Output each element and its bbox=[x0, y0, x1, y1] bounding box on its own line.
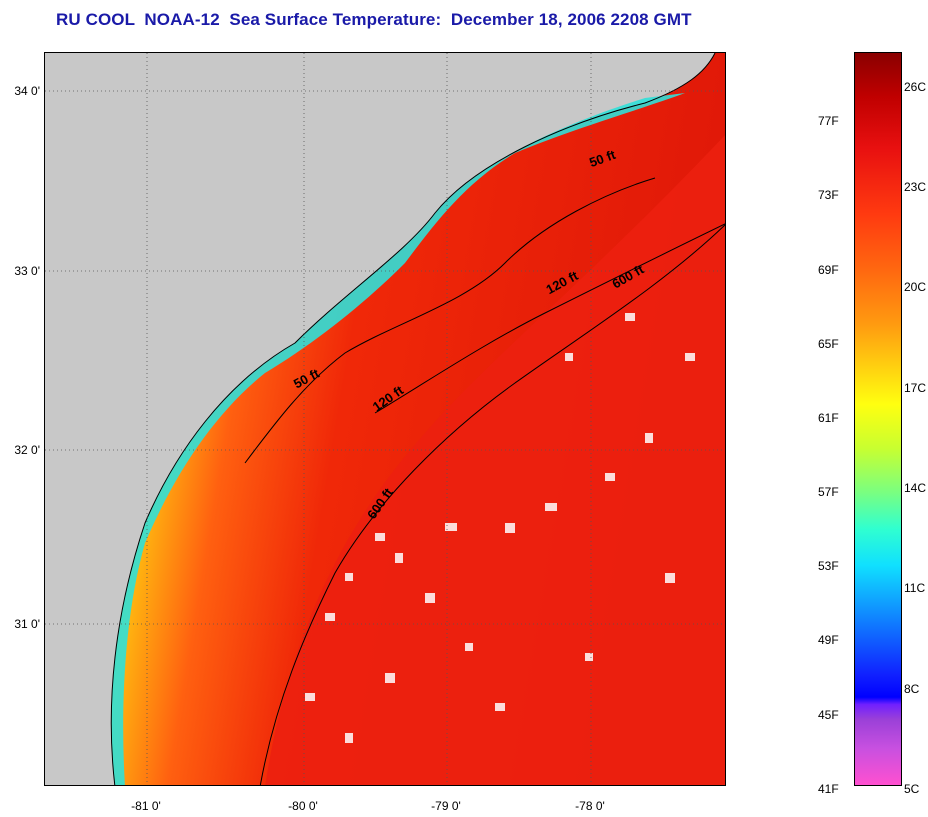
lon-label: -79 0' bbox=[431, 799, 461, 813]
grid-lines bbox=[45, 53, 725, 785]
colorbar-f-label: 65F bbox=[818, 337, 839, 351]
colorbar-c-label: 11C bbox=[904, 581, 926, 595]
lon-label: -80 0' bbox=[288, 799, 318, 813]
sst-map[interactable]: 50 ft 120 ft 600 ft 50 ft 120 ft 600 ft bbox=[44, 52, 726, 786]
colorbar-c-label: 20C bbox=[904, 280, 927, 294]
colorbar-c-label: 17C bbox=[904, 381, 927, 395]
gulf-stream bbox=[265, 135, 725, 785]
isobaths bbox=[244, 177, 725, 785]
colorbar-f-label: 45F bbox=[818, 708, 839, 722]
lat-label: 31 0' bbox=[14, 617, 40, 631]
colorbar-c-label: 14C bbox=[904, 481, 927, 495]
colorbar-f-label: 73F bbox=[818, 188, 839, 202]
colorbar-f-label: 41F bbox=[818, 782, 839, 796]
map-title: RU COOL NOAA-12 Sea Surface Temperature:… bbox=[56, 10, 692, 29]
colorbar-f-label: 57F bbox=[818, 485, 839, 499]
lat-label: 33 0' bbox=[14, 264, 40, 278]
lat-label: 34 0' bbox=[14, 84, 40, 98]
colorbar-c-label: 5C bbox=[904, 782, 920, 796]
temperature-colorbar bbox=[854, 52, 902, 786]
colorbar-f-label: 49F bbox=[818, 633, 839, 647]
coastline bbox=[110, 53, 716, 785]
lat-label: 32 0' bbox=[14, 443, 40, 457]
colorbar-f-label: 69F bbox=[818, 263, 839, 277]
colorbar-c-label: 23C bbox=[904, 180, 927, 194]
colorbar-c-label: 8C bbox=[904, 682, 920, 696]
colorbar-f-label: 61F bbox=[818, 411, 839, 425]
colorbar-f-label: 53F bbox=[818, 559, 839, 573]
lon-label: -81 0' bbox=[131, 799, 161, 813]
colorbar-f-label: 77F bbox=[818, 114, 839, 128]
cloud-speckles bbox=[305, 313, 695, 743]
lon-label: -78 0' bbox=[575, 799, 605, 813]
colorbar-c-label: 26C bbox=[904, 80, 927, 94]
